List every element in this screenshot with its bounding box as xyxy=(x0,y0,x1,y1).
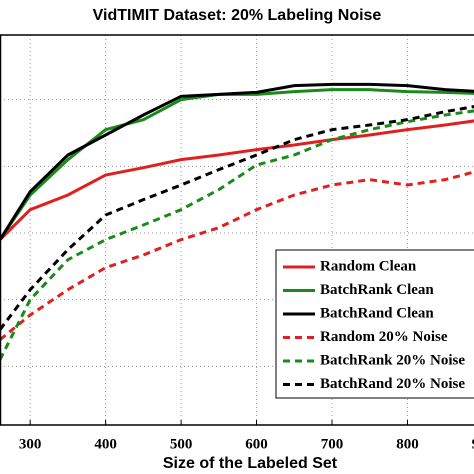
series-line xyxy=(0,170,474,341)
plot-lines xyxy=(0,82,474,361)
legend-label: BatchRand 20% Noise xyxy=(320,376,465,392)
series-line xyxy=(0,88,474,241)
series-line xyxy=(0,105,474,331)
x-tick-label: 500 xyxy=(170,436,193,452)
x-tick-label: 300 xyxy=(19,436,42,452)
chart-title: VidTIMIT Dataset: 20% Labeling Noise xyxy=(93,7,382,24)
legend-box xyxy=(275,249,474,399)
x-tick-label: 400 xyxy=(94,436,117,452)
legend: Random Clean BatchRank Clean BatchRand Cle… xyxy=(275,249,474,399)
x-tick-label: 800 xyxy=(396,436,419,452)
x-ticks: 300 400 500 600 700 800 900 xyxy=(19,420,474,452)
plot-frame xyxy=(0,34,474,426)
series-line xyxy=(0,82,474,241)
legend-label: BatchRand Clean xyxy=(320,305,434,321)
legend-label: Random Clean xyxy=(320,258,417,274)
x-tick-label: 700 xyxy=(321,436,344,452)
x-tick-label: 600 xyxy=(245,436,268,452)
series-line xyxy=(0,109,474,361)
series-line xyxy=(0,119,474,241)
legend-label: BatchRank 20% Noise xyxy=(320,352,465,368)
x-axis-label: Size of the Labeled Set xyxy=(163,455,338,472)
x-tick-label: 900 xyxy=(472,436,474,452)
legend-label: Random 20% Noise xyxy=(320,329,448,345)
legend-label: BatchRank Clean xyxy=(320,282,434,298)
